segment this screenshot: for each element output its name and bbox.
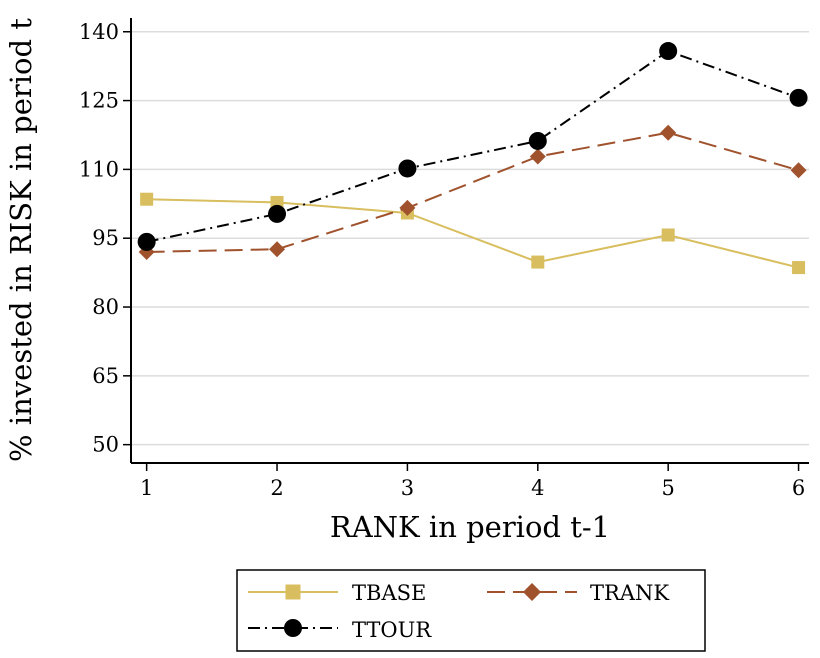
legend-label-ttour: TTOUR [352,618,432,642]
x-tick-label: 6 [792,476,805,500]
legend-marker-ttour [284,619,302,637]
data-point-ttour [789,88,808,107]
legend-marker-trank [523,583,541,601]
series-line-ttour [146,49,799,243]
legend-entry-trank: TRANK [487,581,669,605]
data-point-tbase [792,261,806,275]
y-tick-label: 110 [79,157,119,181]
x-axis-title: RANK in period t-1 [330,510,610,544]
gridlines [131,31,809,446]
series-line-tbase [146,198,799,269]
legend-label-tbase: TBASE [352,581,426,605]
data-point-ttour [137,232,156,251]
data-point-trank [269,241,286,258]
y-tick-label: 125 [79,89,119,113]
series [137,42,808,275]
legend-entry-tbase: TBASE [248,581,426,605]
series-line-trank [146,131,799,253]
legend-label-trank: TRANK [590,581,669,605]
x-tick-label: 3 [401,476,414,500]
x-tick-label: 1 [140,476,153,500]
data-point-tbase [140,192,154,206]
y-tick-label: 80 [92,295,119,319]
x-tick-label: 4 [531,476,544,500]
y-tick-label: 65 [92,364,119,388]
series-ttour [137,42,808,251]
y-tick-label: 95 [92,226,119,250]
ticks: 50 65 80 95 110 125 140 1 2 3 4 5 6 [79,20,805,500]
data-point-trank [790,162,807,179]
legend-box [236,569,706,652]
data-point-tbase [531,255,545,269]
series-trank [138,124,807,260]
axes [130,18,809,464]
legend-marker-tbase [285,584,301,600]
data-point-trank [529,148,546,165]
legend-entry-ttour: TTOUR [248,618,432,642]
data-point-trank [660,124,677,141]
x-tick-label: 5 [661,476,674,500]
data-point-ttour [268,204,287,223]
y-axis-title: % invested in RISK in period t [4,18,38,462]
data-point-ttour [528,131,547,150]
data-point-ttour [398,159,417,178]
data-point-trank [399,199,416,216]
series-tbase [140,192,806,275]
x-tick-label: 2 [270,476,283,500]
data-point-ttour [659,42,678,61]
y-tick-label: 50 [92,433,119,457]
y-tick-label: 140 [79,20,119,44]
legend: TBASE TRANK TTOUR [236,569,706,652]
data-point-tbase [661,228,675,242]
